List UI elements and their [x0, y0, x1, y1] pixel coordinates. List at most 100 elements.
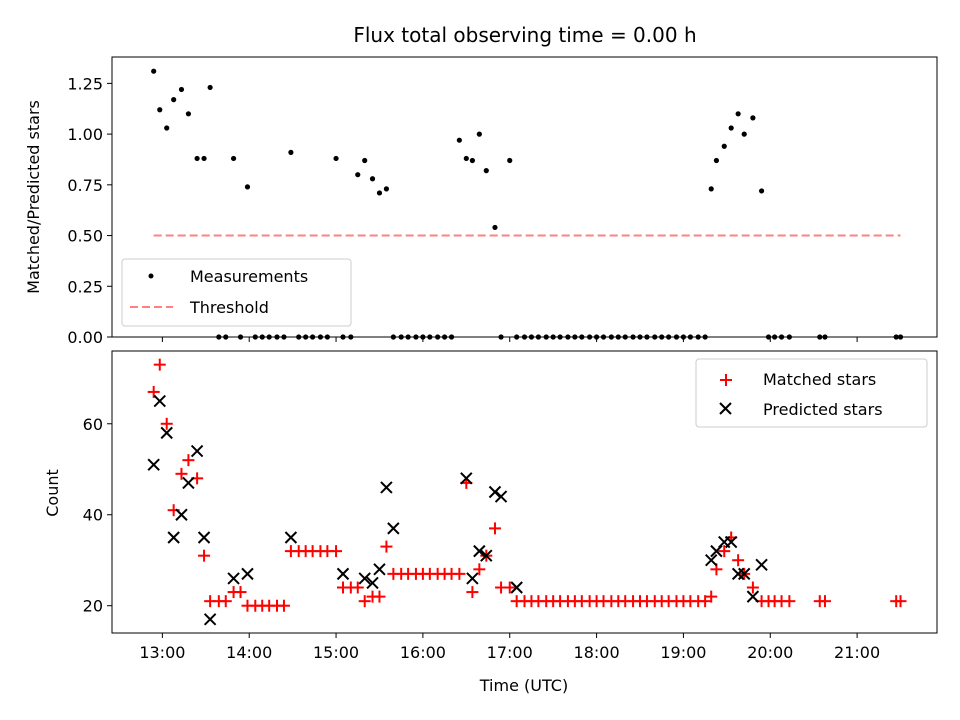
- predicted-star-point: [197, 531, 211, 544]
- top-y-tick-label: 0.50: [67, 227, 103, 246]
- legend-predicted-marker: [719, 402, 732, 415]
- matched-star-point: [330, 545, 343, 558]
- bottom-panel: Count Time (UTC) 20 40 60 13:00 14:00 15:00 16…: [43, 350, 938, 695]
- x-tick-label: 17:00: [487, 643, 533, 662]
- legend-matched-marker: [720, 374, 732, 386]
- chart-title: Flux total observing time = 0.00 h: [353, 23, 696, 47]
- predicted-star-point: [336, 567, 350, 581]
- matched-star-point: [380, 540, 393, 553]
- measurement-point: [362, 157, 368, 164]
- measurement-point: [244, 184, 251, 190]
- bottom-legend: Matched stars Predicted stars: [695, 358, 928, 428]
- matched-star-point: [488, 522, 501, 535]
- top-plot-frame: [111, 56, 938, 338]
- predicted-star-point: [705, 554, 718, 567]
- predicted-star-point: [460, 472, 473, 485]
- matched-star-point: [147, 385, 160, 398]
- measurement-point: [383, 186, 390, 192]
- predicted-star-point: [153, 394, 166, 408]
- matched-star-point: [732, 554, 745, 567]
- matched-star-point: [705, 590, 718, 603]
- measurement-point: [157, 107, 163, 113]
- predicted-star-point: [175, 508, 188, 521]
- bottom-y-tick-label: 40: [83, 506, 103, 525]
- bottom-plot-frame: [111, 350, 938, 634]
- predicted-star-point: [494, 490, 508, 503]
- top-y-tick-label: 1.00: [67, 125, 103, 144]
- matched-star-point: [466, 586, 479, 599]
- top-y-tick-label: 0.75: [67, 176, 103, 195]
- measurement-point: [194, 155, 200, 162]
- matched-star-point: [746, 581, 759, 594]
- measurement-point: [355, 172, 361, 178]
- x-tick-label: 16:00: [400, 643, 446, 662]
- matched-star-point: [453, 567, 466, 580]
- matched-star-point: [699, 595, 712, 608]
- matched-star-point: [373, 590, 386, 603]
- measurement-point: [185, 111, 192, 117]
- measurement-point: [201, 155, 207, 162]
- measurement-point: [483, 168, 489, 174]
- measurement-point: [230, 155, 237, 162]
- bottom-y-axis-label: Count: [43, 469, 62, 517]
- measurement-point: [728, 125, 734, 131]
- predicted-star-point: [380, 481, 393, 494]
- predicted-star-point: [738, 567, 751, 581]
- predicted-star-point: [510, 581, 523, 594]
- measurement-point: [151, 68, 157, 74]
- top-legend: Measurements Threshold: [121, 258, 352, 327]
- matched-star-point: [783, 595, 796, 608]
- predicted-star-point: [746, 590, 760, 603]
- matched-star-point: [160, 417, 173, 430]
- predicted-star-point: [358, 572, 371, 585]
- measurement-point: [207, 84, 213, 91]
- predicted-star-point: [488, 485, 502, 499]
- x-tick-label: 14:00: [226, 643, 272, 662]
- legend-predicted-label: Predicted stars: [763, 400, 883, 419]
- predicted-star-point: [147, 458, 160, 471]
- bottom-y-tick-label: 20: [83, 597, 103, 616]
- measurement-point: [456, 137, 462, 143]
- matched-star-point: [175, 467, 188, 480]
- measurement-point: [758, 188, 765, 194]
- measurement-point: [750, 115, 756, 121]
- x-tick-label: 19:00: [660, 643, 706, 662]
- legend-threshold-label: Threshold: [189, 298, 269, 317]
- measurement-point: [463, 155, 469, 162]
- x-tick-label: 13:00: [139, 643, 185, 662]
- predicted-star-point: [366, 576, 379, 590]
- predicted-star-point: [167, 531, 180, 544]
- predicted-star-point: [480, 549, 493, 562]
- predicted-star-point: [284, 531, 298, 544]
- measurement-point: [164, 125, 170, 131]
- matched-star-point: [153, 358, 166, 371]
- top-panel: Flux total observing time = 0.00 h Match…: [24, 23, 938, 347]
- predicted-star-point: [466, 572, 479, 585]
- measurement-point: [721, 143, 727, 149]
- legend-measurements-label: Measurements: [190, 267, 308, 286]
- x-tick-label: 21:00: [834, 643, 880, 662]
- bottom-legend-box: [695, 358, 928, 428]
- legend-measurements-marker: [148, 273, 154, 279]
- matched-star-point: [182, 454, 195, 467]
- matched-star-point: [351, 581, 364, 594]
- matched-star-point: [234, 586, 247, 599]
- predicted-star-point: [473, 544, 486, 558]
- matched-star-point: [894, 595, 907, 608]
- measurement-point: [476, 131, 482, 137]
- x-tick-label: 20:00: [747, 643, 793, 662]
- predicted-star-point: [182, 476, 195, 490]
- predicted-star-point: [203, 613, 217, 626]
- measurement-point: [171, 97, 177, 103]
- matched-star-point: [198, 549, 211, 562]
- matched-star-point: [277, 599, 290, 612]
- x-tick-label: 18:00: [574, 643, 620, 662]
- predicted-star-point: [190, 444, 204, 458]
- measurement-point: [288, 149, 294, 155]
- predicted-star-point: [227, 572, 240, 585]
- bottom-y-tick-label: 60: [83, 415, 103, 434]
- measurement-point: [708, 186, 714, 192]
- matched-star-point: [503, 581, 516, 594]
- measurement-point: [713, 157, 720, 164]
